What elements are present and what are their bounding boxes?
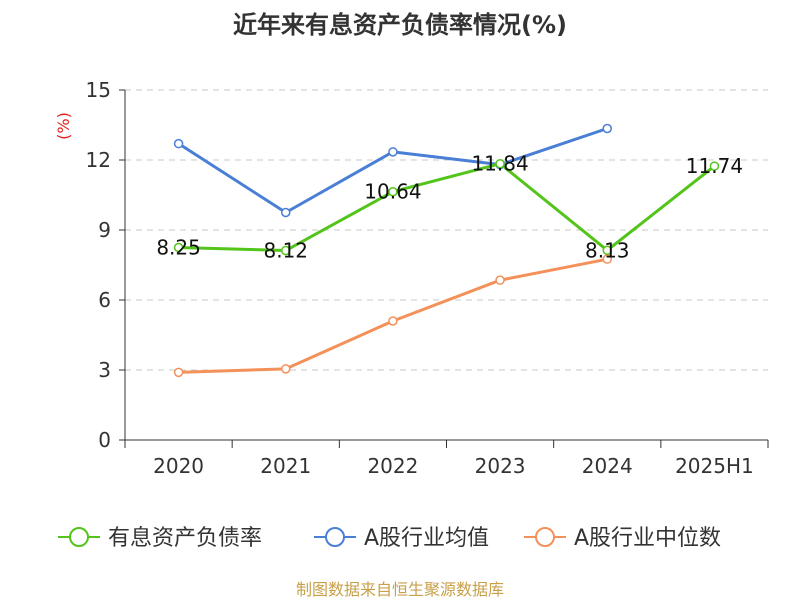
data-label-2025H1: 11.74	[686, 154, 743, 178]
grid-lines	[125, 89, 768, 371]
x-tick-label-2024: 2024	[582, 454, 633, 478]
data-label-2024: 8.13	[585, 238, 630, 262]
x-tick-label-2021: 2021	[260, 454, 311, 478]
data-labels: 8.25 8.12 10.64 11.84 8.13 11.74	[156, 152, 743, 263]
legend-marker-industry-mean	[325, 527, 345, 547]
legend-label-industry-median: A股行业中位数	[574, 526, 721, 551]
legend-label-interest-bearing-ratio: 有息资产负债率	[108, 526, 262, 551]
x-tick-label-2023: 2023	[475, 454, 526, 478]
data-label-2020: 8.25	[156, 236, 201, 260]
legend-item-industry-median[interactable]: A股行业中位数	[524, 526, 721, 551]
legend-marker-interest-bearing-ratio	[69, 527, 89, 547]
point-industry-mean-2020	[173, 138, 184, 149]
legend-marker-industry-median	[535, 527, 555, 547]
series-line-interest-bearing-ratio	[178, 162, 716, 253]
data-source-note: 制图数据来自恒生聚源数据库	[296, 580, 504, 599]
point-interest-bearing-ratio-2021	[281, 245, 291, 256]
point-industry-median-2020	[173, 367, 184, 378]
axes	[119, 89, 769, 448]
point-industry-median-2023	[495, 275, 505, 285]
data-label-2023: 11.84	[471, 152, 528, 176]
y-tick-label-6: 6	[98, 288, 111, 312]
chart-title: 近年来有息资产负债率情况(%)	[233, 11, 567, 39]
point-industry-median-2024	[602, 254, 612, 264]
legend-item-industry-mean[interactable]: A股行业均值	[314, 526, 489, 551]
point-interest-bearing-ratio-2020	[173, 242, 184, 253]
y-tick-label-12: 12	[86, 148, 111, 172]
y-tick-label-9: 9	[98, 218, 111, 242]
x-tick-labels: 2020 2021 2022 2023 2024 2025H1	[153, 454, 754, 478]
point-industry-mean-2024	[602, 123, 612, 134]
point-interest-bearing-ratio-2022	[388, 186, 398, 197]
y-axis-label: (%)	[54, 112, 73, 140]
data-label-2022: 10.64	[364, 180, 421, 204]
y-tick-label-0: 0	[98, 428, 111, 452]
series-layer	[173, 123, 720, 378]
x-tick-label-2022: 2022	[367, 454, 418, 478]
data-label-2021: 8.12	[263, 239, 308, 263]
point-industry-median-2021	[281, 364, 291, 374]
legend-item-interest-bearing-ratio[interactable]: 有息资产负债率	[58, 526, 262, 551]
point-interest-bearing-ratio-2023	[495, 158, 505, 169]
x-tick-label-2025H1: 2025H1	[675, 454, 754, 478]
x-tick-label-2020: 2020	[153, 454, 204, 478]
legend-label-industry-mean: A股行业均值	[364, 526, 489, 551]
point-interest-bearing-ratio-2024	[602, 245, 612, 256]
point-industry-mean-2021	[281, 207, 291, 218]
y-tick-labels: 0 3 6 9 12 15	[86, 78, 111, 452]
point-industry-mean-2022	[388, 147, 398, 157]
point-industry-median-2022	[388, 316, 398, 326]
series-line-industry-median	[178, 257, 608, 374]
legend: 有息资产负债率 A股行业均值 A股行业中位数	[58, 526, 721, 551]
y-tick-label-3: 3	[98, 358, 111, 382]
point-interest-bearing-ratio-2025H1	[709, 161, 720, 171]
y-tick-label-15: 15	[86, 78, 111, 102]
